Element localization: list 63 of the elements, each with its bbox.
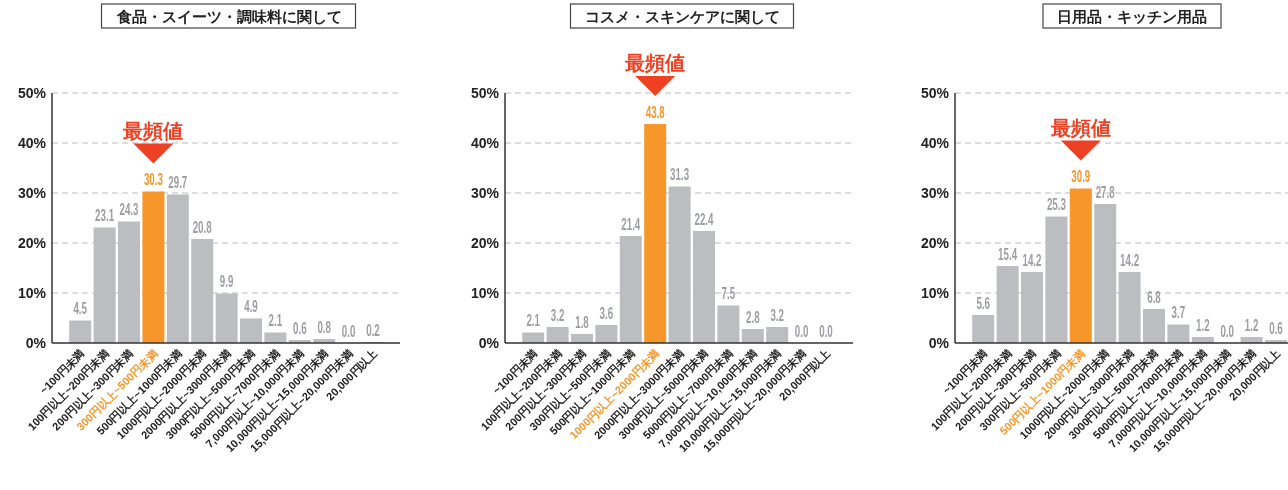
data-label: 2.8	[746, 308, 760, 327]
y-tick-label: 30%	[17, 185, 47, 201]
data-label: 1.2	[1196, 316, 1210, 335]
annotation: 最頻値	[122, 119, 184, 142]
data-label: 5.6	[976, 294, 990, 313]
data-label: 0.6	[1269, 319, 1283, 338]
y-tick-label: 10%	[920, 285, 950, 301]
data-label: 14.2	[1022, 251, 1042, 270]
data-label: 4.9	[244, 298, 258, 317]
data-label: 31.3	[670, 166, 690, 185]
data-label: 14.2	[1120, 251, 1140, 270]
y-tick-label: 20%	[470, 235, 500, 251]
y-tick-label: 10%	[470, 285, 500, 301]
data-label: 3.2	[770, 306, 784, 325]
data-label: 6.8	[1147, 288, 1161, 307]
data-label: 27.8	[1095, 183, 1115, 202]
data-label: 30.3	[143, 171, 163, 190]
chart-title: 日用品・キッチン用品	[1057, 8, 1207, 25]
data-label: 0.0	[341, 322, 356, 341]
data-label: 9.9	[219, 273, 234, 292]
data-label: 2.1	[268, 312, 283, 331]
data-label: 22.4	[694, 210, 715, 229]
data-label: 30.9	[1071, 168, 1091, 187]
y-tick-label: 40%	[17, 135, 47, 151]
y-tick-label: 30%	[920, 185, 950, 201]
data-label: 1.2	[1244, 316, 1259, 335]
y-tick-label: 20%	[17, 235, 47, 251]
data-label: 0.8	[317, 318, 331, 337]
chart-title: コスメ・スキンケアに関して	[584, 8, 780, 25]
y-tick-label: 20%	[920, 235, 950, 251]
data-label: 0.0	[794, 322, 809, 341]
data-label: 21.4	[621, 215, 641, 234]
annotation: 最頻値	[1049, 116, 1111, 139]
data-label: 43.8	[645, 103, 665, 122]
data-label: 0.0	[1220, 322, 1234, 341]
data-label: 3.2	[550, 306, 565, 325]
data-label: 29.7	[168, 174, 188, 193]
data-label: 2.1	[526, 312, 540, 331]
y-tick-label: 0%	[25, 335, 47, 351]
data-label: 7.5	[721, 285, 736, 304]
data-label: 20.8	[192, 218, 212, 237]
y-tick-label: 50%	[920, 85, 950, 101]
data-label: 0.6	[293, 319, 307, 338]
data-label: 24.3	[119, 201, 139, 220]
y-tick-label: 0%	[478, 335, 500, 351]
annotation: 最頻値	[624, 52, 686, 74]
data-label: 1.8	[575, 313, 589, 332]
y-tick-label: 40%	[920, 135, 950, 151]
data-label: 3.6	[599, 304, 614, 323]
data-label: 4.5	[73, 300, 87, 319]
data-label: 23.1	[95, 207, 115, 226]
y-tick-label: 40%	[470, 135, 500, 151]
data-label: 0.2	[366, 321, 380, 340]
y-tick-label: 50%	[470, 85, 500, 101]
chart-title: 食品・スイーツ・調味料に関して	[115, 8, 342, 25]
data-label: 0.0	[819, 322, 833, 341]
data-label: 15.4	[998, 245, 1018, 264]
data-label: 3.7	[1171, 304, 1186, 323]
y-tick-label: 0%	[928, 335, 950, 351]
y-tick-label: 10%	[17, 285, 47, 301]
data-label: 25.3	[1046, 196, 1066, 215]
y-tick-label: 30%	[470, 185, 500, 201]
y-tick-label: 50%	[17, 85, 47, 101]
